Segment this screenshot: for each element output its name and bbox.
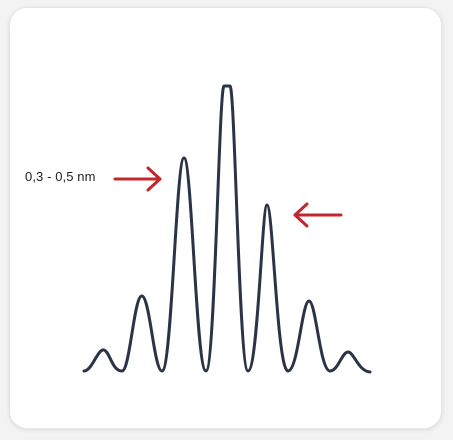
arrow-right-icon xyxy=(113,166,162,192)
arrow-left-icon xyxy=(293,202,343,228)
distance-label: 0,3 - 0,5 nm xyxy=(25,169,96,184)
intensity-curve xyxy=(82,84,372,374)
diagram-card xyxy=(9,7,442,429)
